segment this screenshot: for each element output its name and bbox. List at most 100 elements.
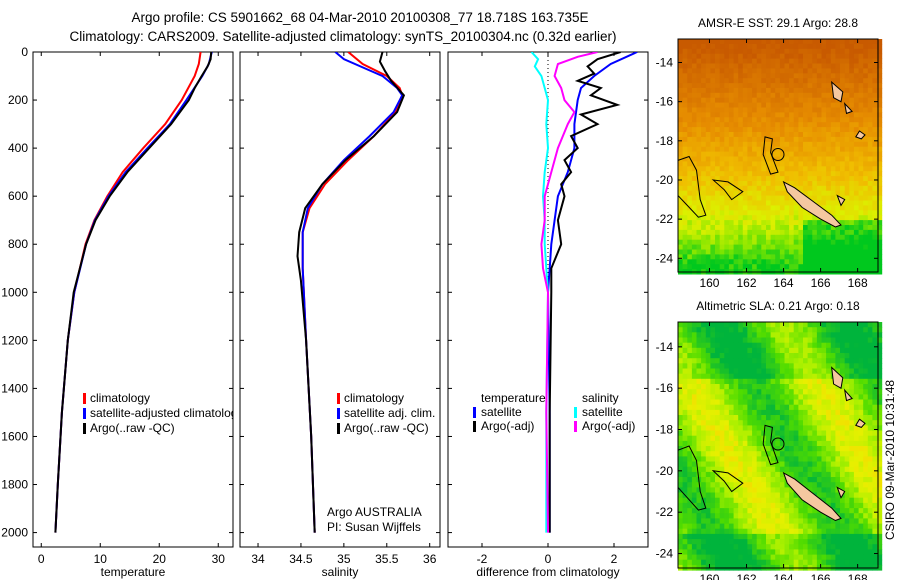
heatmap-cell (830, 225, 836, 231)
heatmap-cell (812, 415, 818, 421)
heatmap-cell (687, 430, 693, 437)
heatmap-cell (803, 471, 809, 478)
heatmap-cell (863, 210, 869, 216)
heatmap-cell (752, 181, 758, 187)
heatmap-cell (710, 487, 716, 494)
heatmap-cell (816, 102, 822, 108)
heatmap-cell (715, 544, 721, 550)
heatmap-cell (835, 53, 841, 60)
heatmap-cell (863, 533, 869, 540)
heatmap-cell (863, 430, 869, 437)
x-axis-label: difference from climatology (476, 565, 619, 579)
heatmap-cell (779, 68, 785, 74)
heatmap-cell (710, 171, 716, 177)
heatmap-cell (752, 92, 758, 99)
heatmap-cell (840, 239, 846, 246)
series-line-salinity-argo-adj- (540, 52, 598, 533)
heatmap-cell (733, 549, 739, 556)
heatmap-cell (835, 363, 841, 369)
heatmap-cell (803, 363, 809, 369)
heatmap-cell (728, 502, 734, 509)
heatmap-cell (728, 112, 734, 118)
heatmap-cell (789, 337, 795, 344)
heatmap-cell (867, 87, 873, 94)
heatmap-cell (793, 156, 799, 162)
heatmap-cell (877, 404, 883, 411)
heatmap-cell (678, 151, 684, 157)
heatmap-cell (812, 107, 818, 113)
heatmap-cell (756, 127, 762, 133)
heatmap-cell (747, 347, 753, 354)
heatmap-cell (844, 244, 850, 250)
heatmap-cell (821, 39, 827, 45)
heatmap-cell (715, 210, 721, 216)
heatmap-cell (766, 415, 772, 421)
heatmap-cell (678, 244, 684, 250)
heatmap-cell (710, 559, 716, 566)
heatmap-cell (742, 461, 748, 468)
heatmap-cell (830, 415, 836, 421)
heatmap-cell (812, 523, 818, 530)
heatmap-cell (770, 497, 776, 504)
heatmap-cell (775, 327, 781, 333)
heatmap-cell (849, 92, 855, 99)
heatmap-cell (728, 353, 734, 359)
heatmap-cell (687, 373, 693, 380)
heatmap-cell (752, 440, 758, 447)
heatmap-cell (696, 446, 702, 452)
new-caledonia-island (782, 180, 842, 228)
heatmap-cell (696, 389, 702, 395)
heatmap-cell (798, 378, 804, 385)
heatmap-cell (710, 127, 716, 133)
heatmap-cell (738, 425, 744, 432)
heatmap-cell (872, 554, 878, 561)
heatmap-cell (752, 508, 758, 514)
heatmap-cell (696, 471, 702, 478)
heatmap-cell (728, 539, 734, 545)
heatmap-cell (682, 451, 688, 457)
heatmap-cell (849, 440, 855, 447)
heatmap-cell (733, 205, 739, 211)
y-tick-label: 200 (8, 93, 28, 107)
heatmap-cell (826, 528, 832, 535)
heatmap-cell (789, 171, 795, 177)
heatmap-cell (779, 112, 785, 118)
heatmap-cell (863, 200, 869, 206)
heatmap-cell (779, 127, 785, 133)
heatmap-cell (728, 107, 734, 113)
heatmap-cell (705, 497, 711, 504)
heatmap-cell (853, 63, 859, 69)
heatmap-cell (761, 523, 767, 530)
heatmap-cell (756, 440, 762, 447)
heatmap-cell (877, 353, 883, 359)
heatmap-cell (715, 141, 721, 148)
heatmap-cell (756, 518, 762, 525)
heatmap-cell (687, 353, 693, 359)
heatmap-cell (775, 48, 781, 55)
heatmap-cell (701, 549, 707, 556)
heatmap-cell (733, 239, 739, 246)
heatmap-cell (724, 409, 730, 416)
heatmap-cell (798, 528, 804, 535)
heatmap-cell (738, 409, 744, 416)
heatmap-cell (710, 229, 716, 236)
heatmap-cell (779, 220, 785, 226)
heatmap-cell (858, 239, 864, 246)
heatmap-cell (826, 53, 832, 60)
heatmap-cell (710, 156, 716, 162)
heatmap-cell (807, 394, 813, 401)
heatmap-cell (784, 430, 790, 437)
heatmap-cell (770, 368, 776, 375)
heatmap-cell (830, 559, 836, 566)
heatmap-cell (872, 92, 878, 99)
heatmap-cell (816, 156, 822, 162)
heatmap-cell (724, 48, 730, 55)
heatmap-cell (747, 176, 753, 182)
heatmap-cell (840, 176, 846, 182)
heatmap-cell (752, 127, 758, 133)
heatmap-cell (835, 539, 841, 545)
heatmap-cell (710, 176, 716, 182)
heatmap-cell (853, 477, 859, 483)
heatmap-cell (761, 48, 767, 55)
heatmap-cell (691, 234, 697, 241)
